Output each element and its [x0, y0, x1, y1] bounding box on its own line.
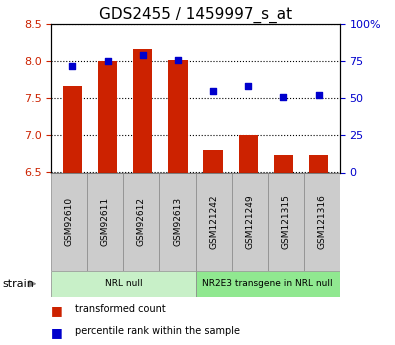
Text: NRL null: NRL null — [105, 279, 142, 288]
Point — [245, 84, 252, 89]
Bar — [196, 172, 231, 271]
Bar — [51, 271, 196, 297]
Bar — [123, 172, 160, 271]
Text: transformed count: transformed count — [75, 304, 166, 314]
Text: NR2E3 transgene in NRL null: NR2E3 transgene in NRL null — [202, 279, 333, 288]
Text: GSM92613: GSM92613 — [173, 197, 182, 246]
Bar — [268, 172, 304, 271]
Bar — [309, 156, 328, 172]
Text: percentile rank within the sample: percentile rank within the sample — [75, 326, 240, 336]
Bar — [51, 172, 87, 271]
Text: GSM121249: GSM121249 — [245, 194, 254, 249]
Text: GSM92612: GSM92612 — [137, 197, 146, 246]
Point — [316, 92, 322, 98]
Text: GSM121315: GSM121315 — [281, 194, 290, 249]
Text: GSM92610: GSM92610 — [65, 197, 74, 246]
Bar — [63, 86, 82, 172]
Bar — [196, 271, 340, 297]
Text: GSM121242: GSM121242 — [209, 195, 218, 249]
Bar — [304, 172, 340, 271]
Bar — [133, 49, 152, 172]
Bar — [160, 172, 196, 271]
Point — [175, 57, 181, 62]
Bar — [231, 172, 267, 271]
Text: strain: strain — [2, 279, 34, 289]
Text: ■: ■ — [51, 304, 63, 317]
Text: GSM121316: GSM121316 — [317, 194, 326, 249]
Bar — [274, 156, 293, 172]
Text: ■: ■ — [51, 326, 63, 339]
Bar — [168, 60, 188, 172]
Bar — [87, 172, 123, 271]
Title: GDS2455 / 1459997_s_at: GDS2455 / 1459997_s_at — [99, 7, 292, 23]
Bar — [203, 150, 223, 172]
Point — [139, 52, 146, 58]
Bar — [239, 136, 258, 172]
Point — [69, 63, 75, 68]
Bar — [98, 61, 117, 172]
Point — [280, 94, 287, 100]
Point — [104, 58, 111, 64]
Point — [210, 88, 216, 94]
Text: GSM92611: GSM92611 — [101, 197, 110, 246]
